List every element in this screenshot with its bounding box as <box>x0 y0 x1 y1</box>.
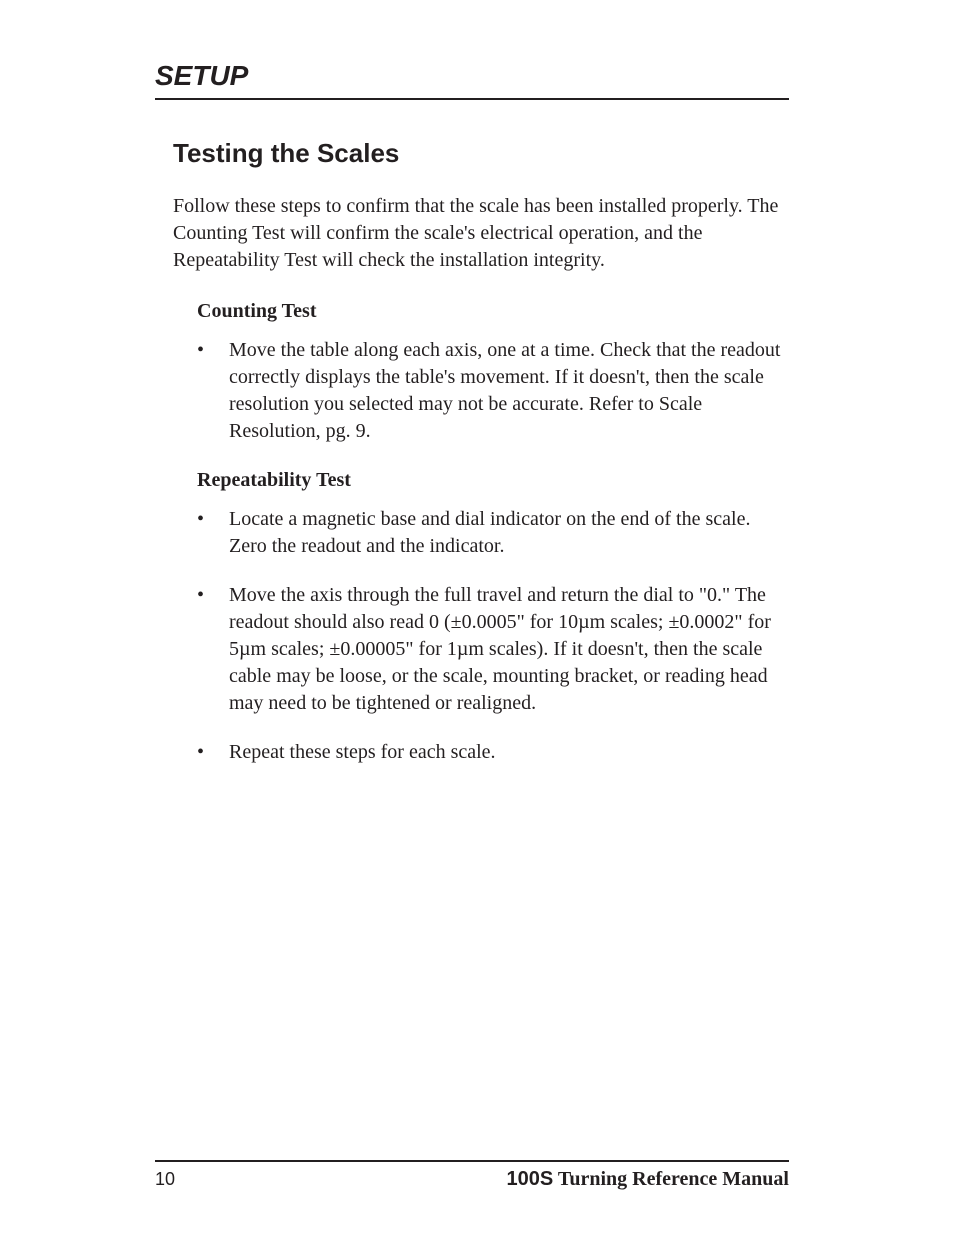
counting-test-list: Move the table along each axis, one at a… <box>197 337 789 445</box>
section-header: SETUP <box>155 60 789 100</box>
page-number: 10 <box>155 1169 175 1190</box>
footer-rule <box>155 1160 789 1162</box>
list-item: Move the table along each axis, one at a… <box>197 337 789 445</box>
list-item: Repeat these steps for each scale. <box>197 739 789 766</box>
page-title: Testing the Scales <box>173 138 789 169</box>
footer-row: 10 100S Turning Reference Manual <box>155 1168 789 1191</box>
list-item: Locate a magnetic base and dial indicato… <box>197 506 789 560</box>
manual-title: 100S Turning Reference Manual <box>507 1168 789 1191</box>
repeatability-test-heading: Repeatability Test <box>197 469 789 492</box>
manual-title-rest: Turning Reference Manual <box>553 1168 789 1190</box>
page-footer: 10 100S Turning Reference Manual <box>155 1160 789 1191</box>
intro-paragraph: Follow these steps to confirm that the s… <box>173 193 789 274</box>
list-item: Move the axis through the full travel an… <box>197 582 789 717</box>
counting-test-heading: Counting Test <box>197 300 789 323</box>
manual-title-bold: 100S <box>507 1168 554 1190</box>
repeatability-test-list: Locate a magnetic base and dial indicato… <box>197 506 789 766</box>
